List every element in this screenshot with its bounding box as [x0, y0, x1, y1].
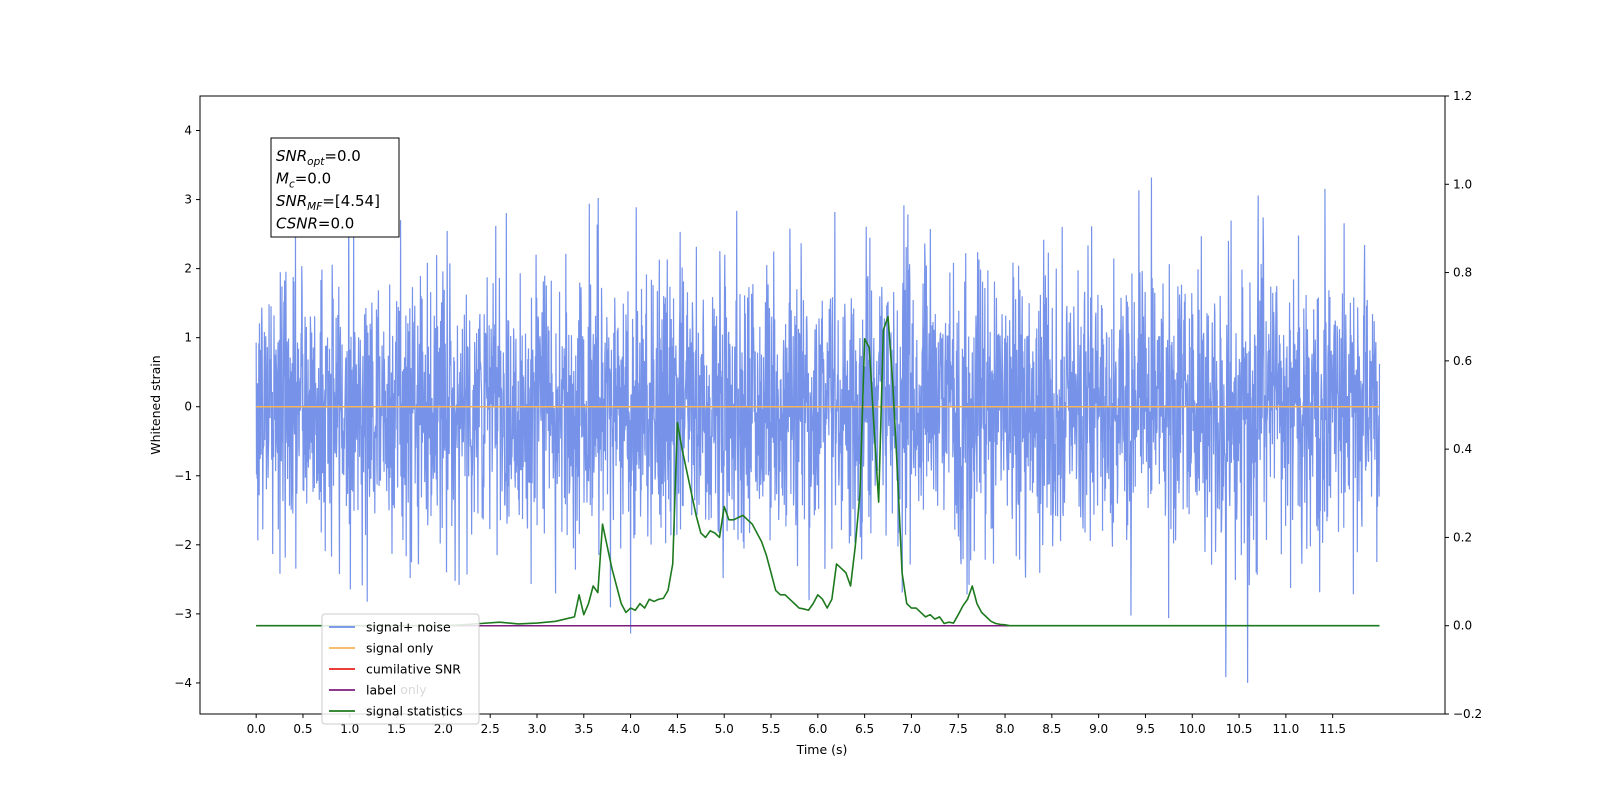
- legend-label: signal only: [366, 641, 434, 656]
- y-left-tick-label: 4: [184, 124, 192, 138]
- x-tick-label: 8.0: [995, 722, 1014, 736]
- y-left-tick-label: −2: [174, 538, 192, 552]
- info-line: SNRMF=[4.54]: [276, 192, 380, 213]
- x-tick-label: 1.5: [387, 722, 406, 736]
- y-left-tick-label: 2: [184, 262, 192, 276]
- x-axis-label: Time (s): [796, 742, 848, 757]
- x-tick-label: 4.5: [668, 722, 687, 736]
- y-left-tick-label: 1: [184, 331, 192, 345]
- y-right-tick-label: 0.4: [1453, 442, 1472, 456]
- info-line: CSNR=0.0: [276, 215, 354, 233]
- x-tick-label: 3.0: [527, 722, 546, 736]
- signal-noise-line: [255, 177, 1381, 683]
- info-line: SNRopt=0.0: [276, 147, 361, 168]
- x-tick-label: 7.0: [902, 722, 921, 736]
- info-box-frame: [270, 137, 400, 238]
- axis-ticks: 0.0 0.5 1.0 1.5 2.0 2.5 3.0 3.5 4.0 4.5 5.0 5.5 6.0 6…: [174, 89, 1482, 736]
- x-tick-label: 7.5: [949, 722, 968, 736]
- x-tick-label: 6.0: [808, 722, 827, 736]
- x-tick-label: 9.5: [1136, 722, 1155, 736]
- plot-frame: [199, 95, 1446, 715]
- x-tick-label: 10.5: [1226, 722, 1253, 736]
- x-tick-label: 5.5: [761, 722, 780, 736]
- y-right-tick-label: 1.2: [1453, 89, 1472, 103]
- y-left-tick-label: −3: [174, 607, 192, 621]
- y-right-tick-label: 0.6: [1453, 354, 1472, 368]
- y-axis-label: Whitened strain: [148, 355, 163, 454]
- legend-frame: [321, 613, 480, 725]
- x-tick-label: 1.0: [340, 722, 359, 736]
- x-tick-label: 9.0: [1089, 722, 1108, 736]
- signal-noise-series: [255, 177, 1381, 683]
- x-tick-label: 0.0: [247, 722, 266, 736]
- x-tick-label: 10.0: [1179, 722, 1206, 736]
- legend-label: label: [366, 683, 396, 698]
- y-right-tick-label: −0.2: [1453, 707, 1482, 721]
- x-tick-label: 2.5: [481, 722, 500, 736]
- x-tick-label: 0.5: [293, 722, 312, 736]
- y-right-tick-label: 0.0: [1453, 619, 1472, 633]
- y-left-tick-label: 0: [184, 400, 192, 414]
- legend-label: cumilative SNR: [366, 662, 461, 677]
- x-tick-label: 4.0: [621, 722, 640, 736]
- x-tick-label: 8.5: [1042, 722, 1061, 736]
- x-tick-label: 3.5: [574, 722, 593, 736]
- y-left-tick-label: 3: [184, 193, 192, 207]
- legend-label: signal statistics: [366, 704, 463, 719]
- x-tick-label: 2.0: [434, 722, 453, 736]
- signal-statistics-line: [256, 315, 1380, 627]
- y-left-tick-label: −1: [174, 469, 192, 483]
- y-left-tick-label: −4: [174, 676, 192, 690]
- x-tick-label: 11.0: [1273, 722, 1300, 736]
- y-right-tick-label: 0.8: [1453, 266, 1472, 280]
- info-line: Mc=0.0: [276, 170, 331, 191]
- y-right-tick-label: 1.0: [1453, 177, 1472, 191]
- y-right-tick-label: 0.2: [1453, 530, 1472, 544]
- x-tick-label: 11.5: [1319, 722, 1346, 736]
- x-tick-label: 6.5: [855, 722, 874, 736]
- legend-label: signal+ noise: [366, 620, 451, 635]
- x-tick-label: 5.0: [715, 722, 734, 736]
